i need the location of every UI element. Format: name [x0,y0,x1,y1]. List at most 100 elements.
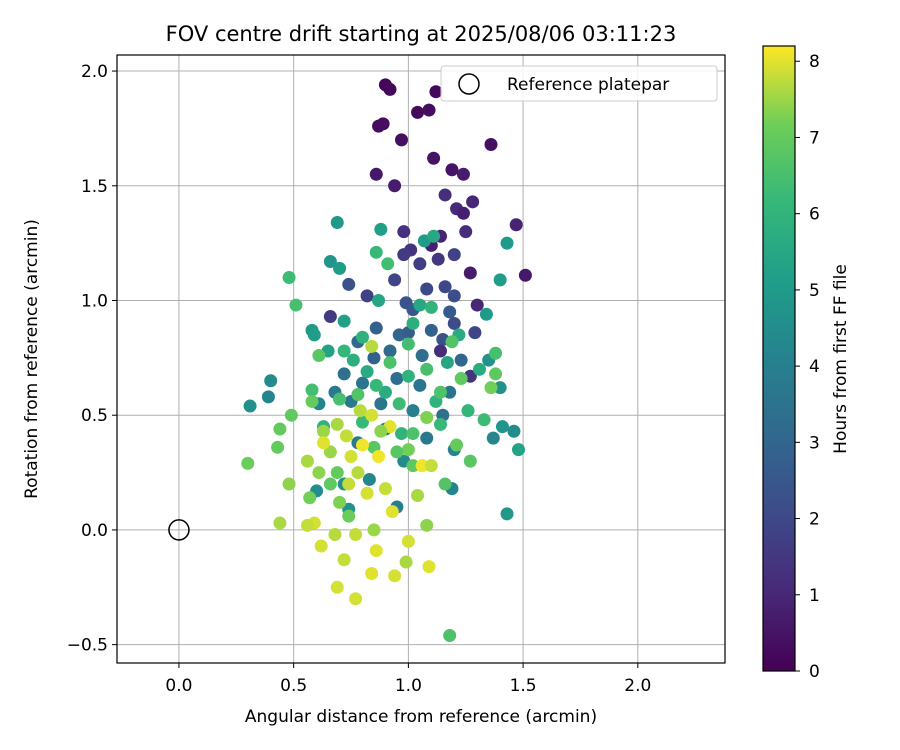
data-point [300,518,314,532]
data-point [351,466,365,480]
data-point [406,427,420,441]
data-point [282,271,296,285]
reference-point-circle [168,519,190,541]
data-point [463,454,477,468]
data-point [489,367,503,381]
data-point [360,365,374,379]
data-point [447,289,461,303]
data-point [518,268,532,282]
data-point [466,195,480,209]
data-point [427,229,441,243]
data-point [330,417,344,431]
data-point [383,344,397,358]
data-point [454,372,468,386]
y-tick-label: 1.0 [81,291,108,311]
data-point [438,477,452,491]
data-point [394,427,408,441]
legend-marker-icon [458,73,480,95]
data-point [312,349,326,363]
chart-title: FOV centre drift starting at 2025/08/06 … [166,22,677,46]
data-point [413,257,427,271]
data-point [367,351,381,365]
data-point [365,567,379,581]
data-point [390,372,404,386]
y-axis-ticks: −0.5 0.0 0.5 1.0 1.5 2.0 [67,62,117,656]
data-point [365,408,379,422]
data-point [512,443,526,457]
y-axis-label: Rotation from reference (arcmin) [22,219,42,499]
data-point [383,355,397,369]
data-point [349,528,363,542]
data-point [330,580,344,594]
data-point [406,459,420,473]
data-point [344,450,358,464]
data-point [406,316,420,330]
data-point [388,569,402,583]
data-point [323,254,337,268]
plot-area-frame [116,54,726,664]
data-point [385,505,399,519]
data-point [289,298,303,312]
colorbar-tick-label: 6 [809,205,820,225]
data-point [445,335,459,349]
data-point [397,248,411,262]
data-point [427,151,441,165]
data-point [369,544,383,558]
data-point [507,424,521,438]
data-point [378,385,392,399]
data-point [300,454,314,468]
data-point [399,555,413,569]
data-point [362,472,376,486]
data-point [337,367,351,381]
data-point [346,353,360,367]
data-point [330,215,344,229]
data-point [372,293,386,307]
data-point [273,422,287,436]
data-point [456,167,470,181]
data-point [450,438,464,452]
data-point [374,424,388,438]
data-point [411,489,425,503]
data-point [271,440,285,454]
x-axis-label: Angular distance from reference (arcmin) [245,707,597,727]
data-point [355,330,369,344]
data-point [477,413,491,427]
x-tick-label: 1.0 [395,676,422,696]
data-point [422,103,436,117]
colorbar-tick-label: 1 [809,586,820,606]
data-point [323,310,337,324]
data-point [401,534,415,548]
data-point [397,225,411,239]
data-point [392,397,406,411]
data-point [473,362,487,376]
data-point [459,225,473,239]
data-point [420,282,434,296]
data-point [383,82,397,96]
data-point [355,438,369,452]
data-point [353,404,367,418]
data-point [323,477,337,491]
data-point [367,523,381,537]
data-point [420,362,434,376]
data-point [401,443,415,457]
colorbar-tick-label: 8 [809,52,820,72]
x-tick-label: 2.0 [624,676,651,696]
data-point [443,385,457,399]
legend-box [440,65,718,102]
data-point [447,248,461,262]
x-tick-label: 0.5 [280,676,307,696]
colorbar-label: Hours from first FF file [831,264,851,454]
data-point [369,167,383,181]
data-point [500,236,514,250]
data-point [438,280,452,294]
data-point [500,507,514,521]
data-point [493,273,507,287]
y-tick-label: −0.5 [67,636,108,656]
data-point [479,307,493,321]
data-point [264,374,278,388]
data-point [369,245,383,259]
data-point [365,339,379,353]
data-point [434,344,448,358]
data-point [445,163,459,177]
